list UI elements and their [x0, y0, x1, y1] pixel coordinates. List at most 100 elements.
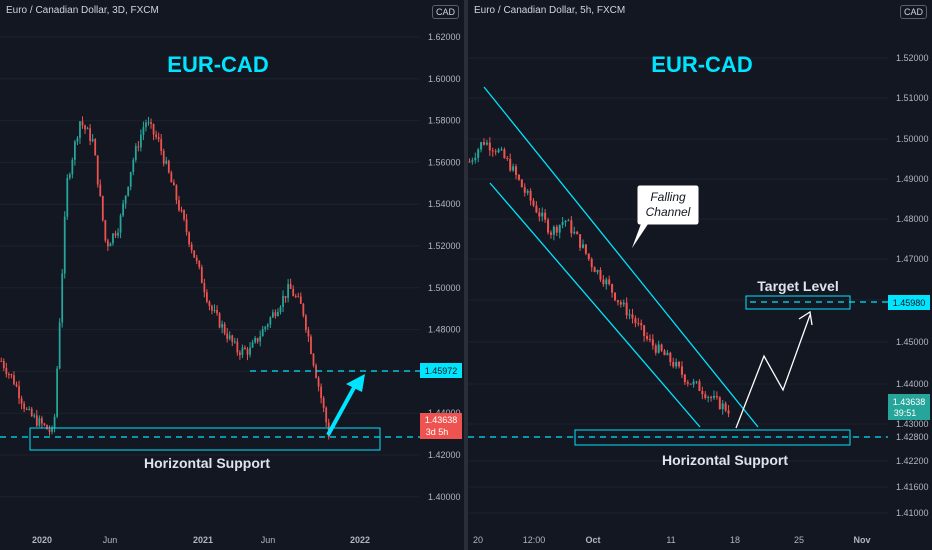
left-candle-body: [310, 336, 312, 354]
right-candle-body: [704, 394, 707, 398]
right-support-label: Horizontal Support: [662, 452, 788, 468]
left-candle-body: [271, 312, 274, 318]
right-price-tick: 1.47000: [896, 254, 929, 264]
right-candle-body: [669, 352, 672, 363]
left-candle-body: [238, 352, 241, 355]
left-candle-body: [38, 418, 41, 426]
right-candle-body: [497, 149, 500, 153]
left-candle-body: [185, 219, 188, 233]
right-price-axis[interactable]: 1.52000 1.51000 1.50000 1.49000 1.48000 1.470…: [896, 53, 929, 518]
left-candle-body: [175, 185, 178, 201]
left-chart-panel[interactable]: EUR-CAD Horizontal Support 1.62000 1.6000…: [0, 0, 464, 550]
right-currency-button[interactable]: CAD: [900, 5, 928, 19]
projected-arrow-head: [798, 310, 813, 326]
right-candle-body: [724, 403, 727, 411]
right-candle-body: [634, 318, 637, 324]
left-candle-body: [307, 329, 310, 337]
right-chart-svg[interactable]: Falling Channel EUR-CAD Target Level Hor…: [468, 0, 932, 550]
left-candle-body: [99, 184, 102, 196]
right-target-tag-text: 1.45980: [893, 298, 926, 308]
right-time-tick: 25: [794, 535, 804, 545]
left-grid: [0, 36, 420, 498]
left-candle-body: [277, 311, 279, 317]
left-last-price-sub: 3d 5h: [426, 427, 449, 437]
left-candle-body: [261, 329, 264, 337]
right-candle-body: [660, 344, 663, 351]
right-candle-body: [482, 142, 486, 145]
left-candle-body: [218, 313, 221, 328]
left-candle-body: [249, 347, 251, 355]
left-candle-body: [289, 284, 292, 289]
left-candle-body: [266, 324, 269, 327]
right-candle-body: [651, 339, 654, 346]
right-candle-body: [698, 381, 701, 391]
left-candle-body: [13, 375, 15, 385]
left-arrow-head: [346, 374, 365, 392]
right-candle-body: [628, 314, 631, 316]
left-candle-body: [68, 174, 71, 178]
right-candle-body: [576, 231, 579, 235]
left-price-tick: 1.52000: [428, 241, 461, 251]
left-chart-svg[interactable]: EUR-CAD Horizontal Support 1.62000 1.6000…: [0, 0, 464, 550]
right-candles: [468, 137, 730, 418]
left-candle-body: [91, 139, 94, 142]
channel-label-line2: Channel: [646, 205, 691, 219]
left-candle-body: [190, 244, 193, 251]
right-price-tick: 1.43000: [896, 419, 929, 429]
right-candle-body: [477, 149, 480, 158]
right-candle-body: [718, 397, 721, 410]
right-target-tag: [888, 295, 930, 310]
right-candle-body: [491, 150, 494, 152]
left-candle-body: [145, 122, 147, 128]
left-candle-body: [160, 139, 163, 151]
left-candle-body: [228, 335, 231, 339]
left-candle-body: [147, 122, 150, 124]
left-candle-body: [188, 232, 191, 245]
left-candle-body: [46, 424, 48, 430]
left-candle-body: [241, 347, 244, 355]
left-price-tick: 1.60000: [428, 74, 461, 84]
right-price-tick: 1.48000: [896, 214, 929, 224]
left-candle-body: [48, 429, 51, 432]
right-candle-body: [654, 345, 657, 353]
right-candle-body: [488, 142, 491, 151]
left-target-tag-text: 1.45972: [425, 366, 458, 376]
panel-divider[interactable]: [464, 0, 468, 550]
left-candle-body: [73, 141, 76, 160]
left-symbol-header[interactable]: Euro / Canadian Dollar, 3D, FXCM: [6, 5, 159, 16]
right-candle-body: [561, 222, 564, 225]
right-chart-title: EUR-CAD: [651, 52, 752, 77]
right-chart-panel[interactable]: Falling Channel EUR-CAD Target Level Hor…: [468, 0, 932, 550]
left-candle-body: [180, 210, 183, 212]
right-candle-body: [622, 302, 625, 305]
right-candle-body: [663, 350, 666, 356]
left-candle-body: [35, 415, 38, 426]
right-symbol-header[interactable]: Euro / Canadian Dollar, 5h, FXCM: [474, 5, 626, 16]
right-time-axis[interactable]: 20 12:00 Oct 11 18 25 Nov: [473, 535, 871, 545]
left-candle-body: [76, 138, 79, 142]
left-currency-button[interactable]: CAD: [432, 5, 460, 19]
left-candle-body: [86, 128, 89, 130]
right-candle-body: [474, 157, 477, 161]
left-candle-body: [63, 216, 66, 274]
left-candle-body: [292, 288, 295, 297]
left-candle-body: [221, 324, 224, 328]
right-last-price-text: 1.43638: [893, 397, 926, 407]
left-candle-body: [157, 137, 160, 140]
left-time-axis[interactable]: 2020 Jun 2021 Jun 2022: [32, 535, 370, 545]
right-candle-body: [712, 395, 716, 398]
left-candle-body: [322, 398, 325, 408]
left-candle-body: [294, 296, 297, 298]
right-candle-body: [666, 352, 669, 356]
right-price-tick: 1.50000: [896, 134, 929, 144]
right-price-tick: 1.51000: [896, 93, 929, 103]
right-candle-body: [643, 325, 646, 337]
right-candle-body: [613, 292, 617, 301]
right-candle-body: [581, 244, 585, 248]
right-candle-body: [675, 361, 678, 367]
left-candle-body: [312, 353, 315, 366]
left-candle-body: [320, 386, 323, 399]
left-candle-body: [79, 121, 81, 139]
left-candle-body: [211, 305, 213, 311]
left-last-price-tag: [420, 413, 462, 439]
